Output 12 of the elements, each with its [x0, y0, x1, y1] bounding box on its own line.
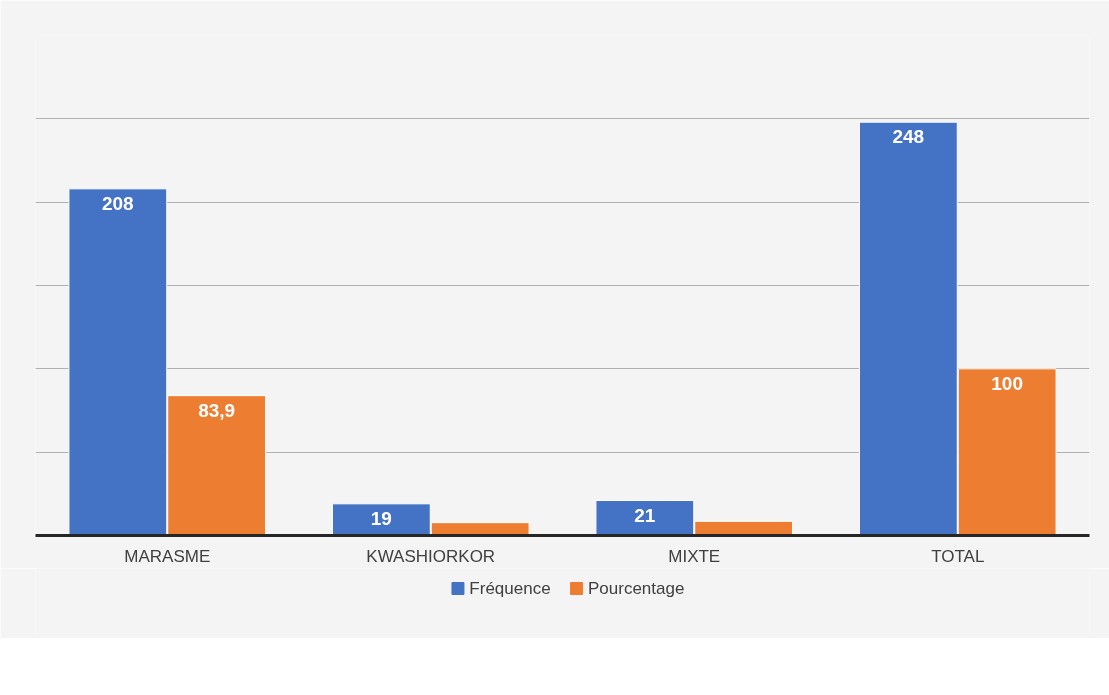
data-label: 208 [101, 192, 134, 214]
data-label: 248 [892, 126, 925, 148]
legend-label: Fréquence [469, 579, 551, 598]
data-label: 100 [991, 372, 1024, 394]
x-tick-label: MIXTE [668, 546, 721, 566]
data-label: 19 [370, 507, 392, 529]
data-label: 83,9 [198, 399, 236, 421]
data-label: 21 [634, 504, 656, 526]
x-tick-label: MARASME [124, 546, 211, 566]
x-tick-label: KWASHIORKOR [366, 546, 496, 566]
legend-label: Pourcentage [587, 579, 685, 598]
x-tick-label: TOTAL [931, 546, 985, 566]
